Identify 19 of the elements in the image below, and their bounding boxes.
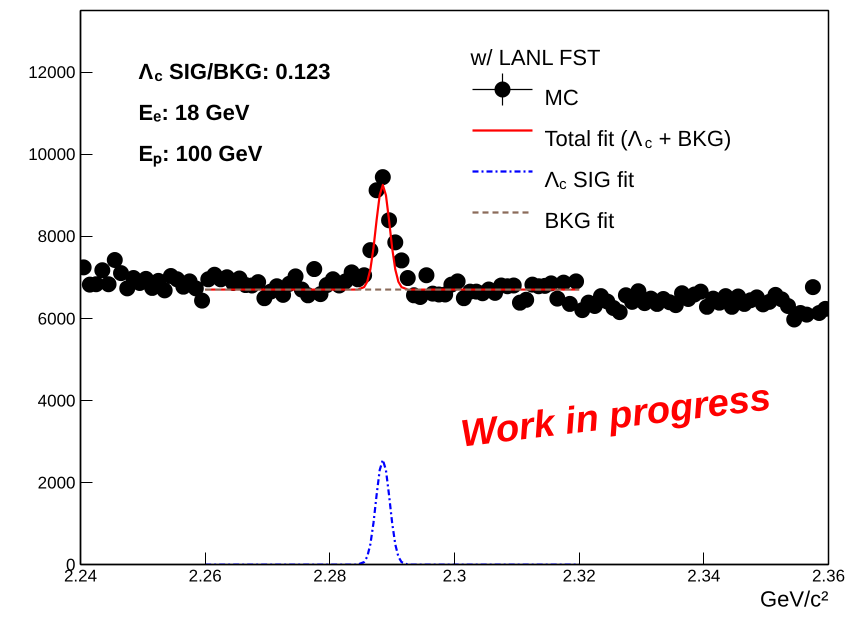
y-tick-label: 10000 <box>28 145 76 164</box>
legend-label: MC <box>544 85 579 110</box>
y-tick-label: 6000 <box>38 309 76 328</box>
legend-label: BKG fit <box>544 208 614 233</box>
annotation: Eₚ: 100 GeV <box>138 141 263 167</box>
x-tick-label: 2.28 <box>313 566 346 586</box>
x-tick-label: 2.32 <box>562 566 596 586</box>
x-tick-label: 2.3 <box>442 566 466 586</box>
x-tick-label: 2.34 <box>687 566 720 586</box>
x-tick-label: 2.26 <box>188 566 222 586</box>
annotation: Eₑ: 18 GeV <box>138 100 250 125</box>
y-tick-label: 8000 <box>38 227 76 246</box>
y-tick-label: 12000 <box>28 63 76 82</box>
y-tick-label: 2000 <box>38 473 76 492</box>
annotation: Work in progress <box>458 376 774 456</box>
x-axis-title: GeV/c² <box>760 586 829 612</box>
legend-title: w/ LANL FST <box>470 45 600 70</box>
y-tick-label: 4000 <box>38 391 76 410</box>
x-tick-label: 2.36 <box>812 566 846 586</box>
